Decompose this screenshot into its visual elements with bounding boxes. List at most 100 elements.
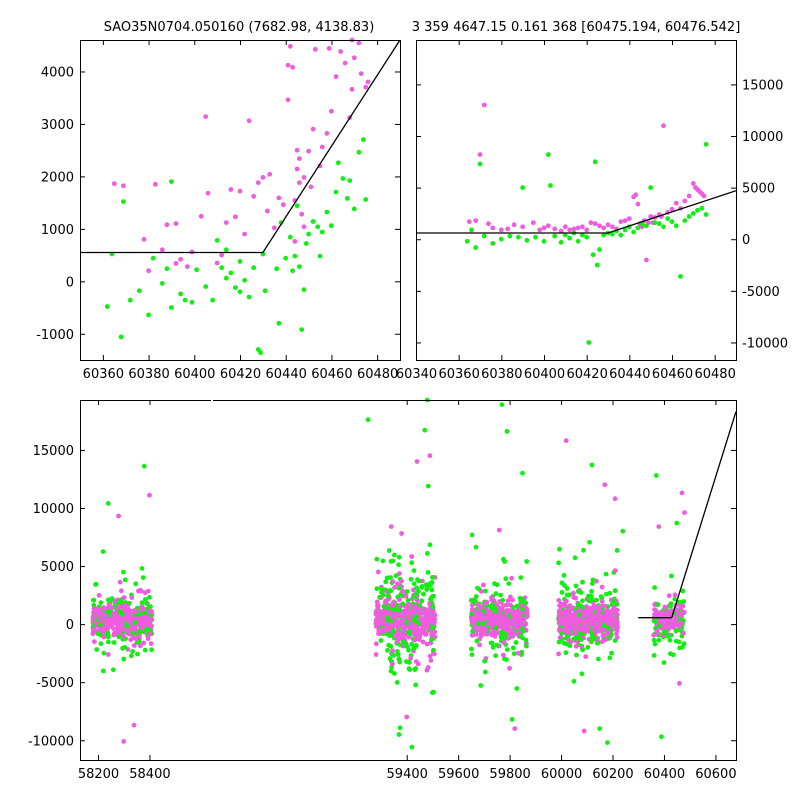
point-magenta	[602, 482, 608, 488]
point-magenta	[494, 630, 500, 636]
point-magenta	[138, 587, 143, 593]
point-magenta	[604, 631, 610, 636]
point-green	[237, 289, 243, 295]
point-green	[139, 600, 145, 606]
point-green	[492, 581, 497, 587]
point-magenta	[644, 257, 649, 263]
point-green	[533, 234, 538, 240]
point-magenta	[618, 219, 624, 225]
point-green	[631, 229, 636, 235]
point-green	[605, 740, 610, 745]
fit-line	[638, 411, 736, 619]
x-tick-label: 60460	[311, 367, 352, 382]
point-green	[116, 634, 122, 640]
point-green	[262, 288, 268, 294]
point-magenta	[478, 612, 484, 617]
point-green	[509, 717, 515, 722]
point-green	[507, 233, 513, 239]
point-green	[121, 199, 126, 205]
point-green	[144, 626, 149, 632]
point-magenta	[395, 639, 401, 644]
point-magenta	[233, 214, 238, 220]
point-green	[609, 650, 614, 656]
point-magenta	[588, 612, 594, 618]
point-magenta	[139, 622, 145, 628]
point-magenta	[575, 225, 581, 231]
point-magenta	[129, 595, 135, 600]
point-magenta	[185, 264, 190, 269]
point-magenta	[118, 623, 124, 629]
point-green	[140, 575, 146, 580]
point-green	[130, 630, 136, 636]
point-green	[319, 229, 325, 235]
fit-line-group	[80, 40, 400, 254]
point-green	[571, 678, 577, 684]
point-magenta	[614, 623, 620, 629]
point-magenta	[98, 616, 103, 622]
point-magenta	[595, 627, 601, 633]
point-green	[502, 635, 507, 641]
point-green	[575, 238, 581, 244]
y-tick-label: 10000	[33, 502, 74, 517]
point-magenta	[666, 593, 672, 599]
point-green	[404, 589, 410, 594]
point-magenta	[338, 49, 343, 54]
point-magenta	[381, 621, 387, 627]
point-magenta	[131, 722, 137, 728]
point-magenta	[297, 180, 302, 186]
point-magenta	[386, 609, 391, 615]
point-magenta	[567, 617, 573, 622]
plot-frame	[80, 400, 737, 761]
point-magenta	[573, 631, 579, 637]
point-green	[297, 264, 302, 269]
point-green	[340, 176, 346, 181]
point-green	[580, 598, 585, 604]
point-magenta	[164, 222, 170, 228]
point-magenta	[242, 231, 248, 237]
point-magenta	[246, 118, 252, 124]
point-magenta	[159, 247, 165, 253]
point-green	[397, 725, 403, 731]
point-magenta	[479, 589, 484, 594]
y-tick-label: 5000	[41, 560, 74, 575]
point-green	[412, 644, 418, 650]
point-magenta	[406, 601, 411, 607]
point-green	[290, 268, 295, 274]
point-magenta	[414, 459, 420, 464]
point-magenta	[379, 609, 385, 614]
axis-ticks: 60360 60380 60400 60420 60440 60460 60480 -1000…	[36, 40, 400, 382]
point-green	[499, 402, 505, 407]
point-magenta	[561, 627, 567, 633]
point-green	[670, 652, 676, 658]
point-green	[276, 320, 282, 326]
point-green	[597, 726, 603, 731]
point-magenta	[566, 622, 571, 628]
point-magenta	[484, 599, 490, 605]
point-magenta	[517, 611, 523, 617]
point-magenta	[205, 190, 211, 196]
point-green	[377, 594, 382, 600]
point-green	[558, 239, 564, 245]
point-magenta	[667, 622, 672, 627]
point-magenta	[690, 181, 696, 186]
point-green	[483, 669, 488, 675]
point-magenta	[608, 610, 614, 616]
x-tick-label: 60400	[644, 767, 685, 782]
point-green	[274, 266, 279, 272]
point-green	[520, 628, 526, 634]
point-green	[603, 571, 609, 577]
point-magenta	[515, 650, 521, 656]
point-magenta	[686, 193, 692, 199]
point-green	[396, 554, 402, 560]
point-green	[567, 235, 572, 241]
point-magenta	[400, 634, 405, 640]
point-magenta	[669, 206, 675, 212]
point-magenta	[556, 651, 561, 657]
point-green	[589, 462, 595, 468]
point-magenta	[501, 652, 506, 658]
point-green	[137, 288, 142, 294]
point-magenta	[477, 642, 482, 648]
point-green	[622, 227, 628, 233]
point-green	[299, 327, 305, 332]
point-green	[409, 560, 415, 566]
